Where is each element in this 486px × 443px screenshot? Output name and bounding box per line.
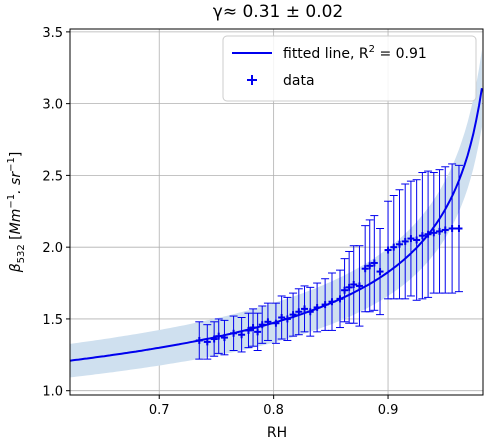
data-point: [355, 282, 363, 290]
legend-box: [222, 35, 477, 102]
data-point: [264, 318, 272, 326]
data-point: [238, 331, 246, 339]
y-axis-label: β532 [Mm−1. sr−1]: [6, 152, 27, 274]
data-point: [341, 286, 349, 294]
data-point: [258, 321, 266, 329]
y-label-beta: β: [8, 263, 24, 273]
data-point: [448, 225, 456, 233]
y-tick-label: 3.0: [42, 98, 63, 113]
data-point: [230, 329, 238, 337]
plot-frame: [69, 28, 484, 396]
legend-data-marker: [247, 75, 257, 85]
y-tick-label: 1.0: [42, 385, 63, 400]
data-point: [244, 326, 252, 334]
data-point: [254, 328, 262, 336]
data-point: [370, 259, 378, 267]
y-label-mm: Mm: [8, 209, 24, 235]
data-point: [328, 298, 336, 306]
y-label-exp2: −1: [6, 157, 17, 172]
data-point: [289, 311, 297, 319]
legend-fit-value: = 0.91: [375, 46, 427, 62]
y-tick-label: 2.0: [42, 241, 63, 256]
x-tick-label: 0.9: [378, 403, 399, 418]
x-axis-label: RH: [267, 425, 287, 441]
data-points: [195, 225, 463, 346]
data-point: [313, 303, 321, 311]
data-point: [345, 283, 353, 291]
data-point: [272, 319, 280, 327]
data-point: [306, 308, 314, 316]
data-point: [283, 315, 291, 323]
chart-title: γ≈ 0.31 ± 0.02: [213, 2, 343, 22]
data-point: [195, 336, 203, 344]
data-point: [436, 227, 444, 235]
legend: fitted line, R2 = 0.91 data: [222, 35, 477, 102]
x-axis-ticks: 0.7 0.8 0.9: [149, 395, 398, 418]
data-point: [424, 230, 432, 238]
data-point: [407, 235, 415, 243]
data-point: [366, 262, 374, 270]
data-point: [203, 338, 211, 346]
data-point: [210, 335, 218, 343]
y-label-sr: . sr: [8, 171, 24, 194]
data-point: [455, 225, 463, 233]
y-label-bracket-close: ]: [8, 152, 24, 157]
legend-fit-text: fitted line, R: [283, 46, 369, 62]
data-point: [376, 268, 384, 276]
y-label-subscript: 532: [16, 244, 27, 263]
y-tick-label: 2.5: [42, 169, 63, 184]
data-point: [215, 332, 223, 340]
data-point: [395, 240, 403, 248]
x-tick-label: 0.7: [149, 403, 170, 418]
x-tick-label: 0.8: [263, 403, 284, 418]
data-point: [350, 280, 358, 288]
confidence-band: [70, 49, 482, 378]
data-point: [295, 308, 303, 316]
legend-data-label: data: [283, 73, 315, 89]
data-point: [278, 313, 286, 321]
legend-fit-label: fitted line, R2 = 0.91: [283, 44, 427, 62]
data-point: [220, 334, 228, 342]
y-label-exp1: −1: [6, 194, 17, 209]
legend-fit-sup: 2: [369, 44, 375, 55]
data-point: [401, 237, 409, 245]
data-point: [301, 305, 309, 313]
y-tick-label: 3.5: [42, 26, 63, 41]
data-point: [384, 246, 392, 254]
data-point: [361, 265, 369, 273]
data-point: [430, 229, 438, 237]
y-axis-ticks: 1.0 1.5 2.0 2.5 3.0 3.5: [42, 26, 70, 400]
data-point: [249, 324, 257, 332]
y-label-bracket-open: [: [8, 234, 24, 239]
data-point: [336, 295, 344, 303]
data-point: [418, 232, 426, 240]
y-tick-label: 1.5: [42, 313, 63, 328]
data-point: [441, 226, 449, 234]
data-point: [413, 236, 421, 244]
data-point: [321, 301, 329, 309]
data-point: [390, 243, 398, 251]
